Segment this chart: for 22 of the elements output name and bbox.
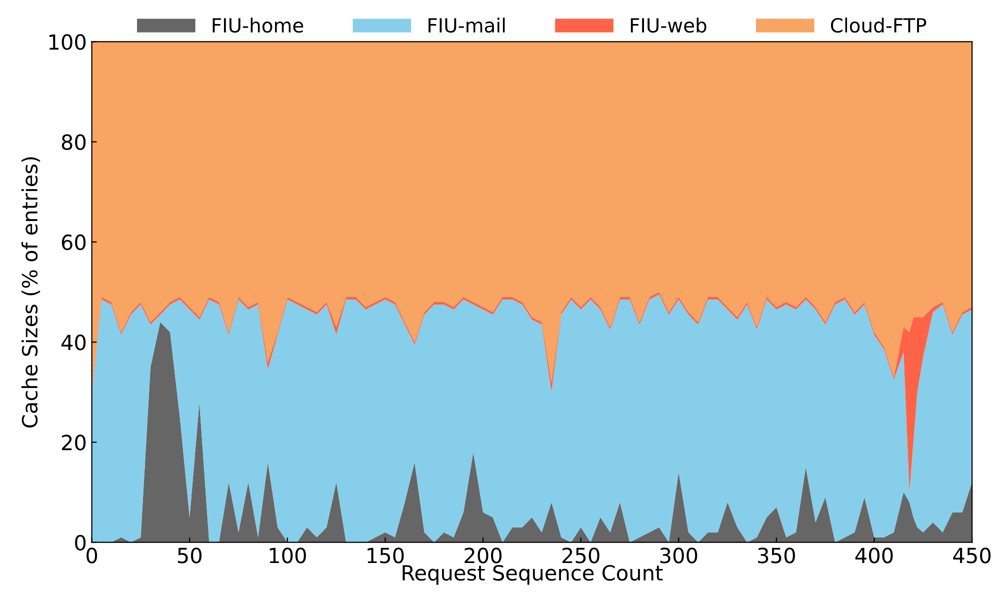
- legend-label: FIU-web: [630, 18, 706, 33]
- y-tick-label: 100: [49, 34, 86, 50]
- x-tick-label: 150: [368, 548, 404, 564]
- legend-label: FIU-mail: [428, 18, 505, 33]
- y-tick-label: 60: [62, 234, 86, 250]
- x-tick-label: 300: [660, 548, 698, 564]
- y-tick-label: 20: [62, 434, 86, 450]
- x-tick-label: 450: [953, 548, 991, 564]
- x-tick-label: 400: [855, 548, 893, 564]
- x-tick-label: 50: [178, 548, 202, 564]
- y-axis-title: Cache Sizes (% of entries): [21, 157, 40, 428]
- legend-label: FIU-home: [212, 18, 304, 33]
- y-tick-label: 80: [62, 134, 86, 150]
- y-tick-label: 40: [61, 334, 86, 350]
- x-tick-label: 100: [270, 548, 306, 564]
- x-tick-label: 250: [562, 548, 600, 564]
- x-tick-label: 200: [464, 548, 502, 564]
- x-tick-label: 350: [758, 548, 795, 564]
- legend-label: Cloud-FTP: [830, 18, 926, 33]
- x-axis-title: Request Sequence Count: [402, 564, 663, 585]
- x-tick-label: 0: [86, 548, 98, 564]
- y-tick-label: 0: [75, 534, 86, 551]
